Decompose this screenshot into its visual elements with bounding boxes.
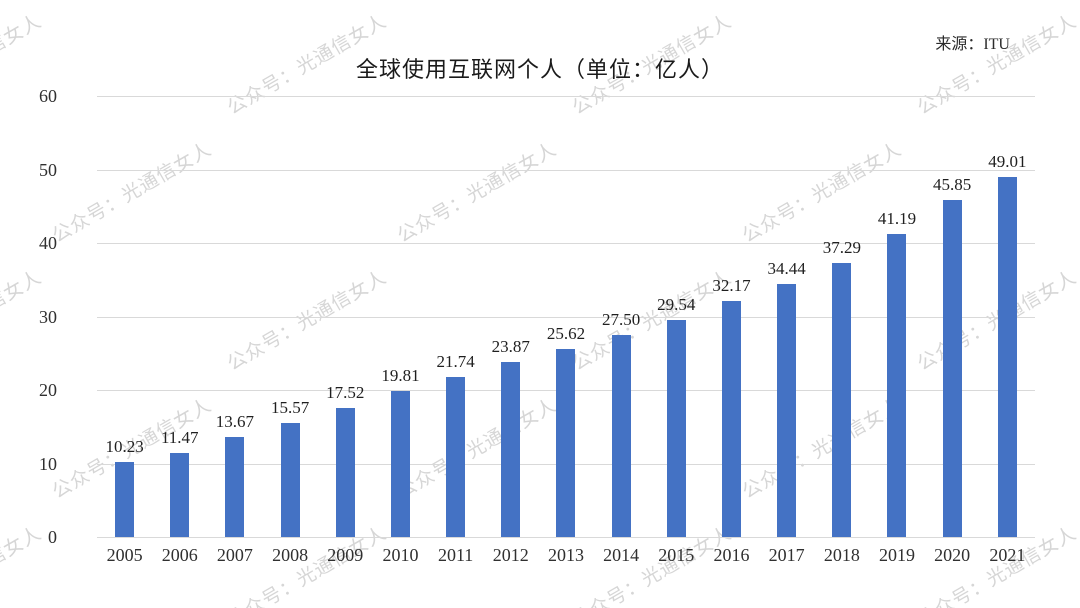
y-tick-label: 60 bbox=[39, 86, 57, 106]
x-tick-label: 2006 bbox=[161, 545, 198, 565]
gridline bbox=[97, 243, 1035, 244]
bar-value-label: 34.44 bbox=[767, 258, 806, 278]
bar-value-label: 17.52 bbox=[326, 383, 365, 403]
bar-value-label: 23.87 bbox=[491, 336, 530, 356]
bar-group: 32.17 bbox=[704, 96, 759, 537]
gridline bbox=[97, 316, 1035, 318]
bar bbox=[556, 348, 576, 537]
x-tick-label: 2020 bbox=[934, 545, 971, 565]
bar bbox=[501, 361, 521, 537]
source-label: 来源：ITU bbox=[935, 36, 1010, 53]
x-tick-label: 2016 bbox=[713, 545, 750, 565]
bar-group: 19.81 bbox=[373, 96, 428, 537]
bar-value-label: 37.29 bbox=[822, 237, 861, 257]
bar bbox=[335, 408, 355, 537]
x-tick-label: 2013 bbox=[547, 545, 584, 565]
gridline bbox=[97, 96, 1035, 97]
bar-value-label: 13.67 bbox=[215, 411, 255, 431]
y-tick-label: 0 bbox=[48, 527, 57, 547]
bar bbox=[997, 176, 1017, 537]
bar-group: 21.74 bbox=[428, 96, 483, 537]
bar-group: 34.44 bbox=[759, 96, 814, 537]
bar-group: 41.19 bbox=[869, 96, 924, 537]
x-tick-label: 2021 bbox=[989, 545, 1026, 565]
y-tick-label: 10 bbox=[39, 453, 57, 474]
gridline bbox=[97, 537, 1035, 538]
x-tick-label: 2007 bbox=[216, 545, 253, 565]
x-axis-labels: 2005 2006 2007 2008 2009 2010 2011 2012 2013 2014… bbox=[97, 545, 1035, 566]
bar-group: 11.47 bbox=[152, 96, 207, 537]
x-tick-label: 2014 bbox=[603, 545, 640, 565]
bars-container: 10.23 11.47 13.67 15.57 17.52 19.81 21.74 23.87… bbox=[97, 96, 1035, 537]
x-tick-label: 2019 bbox=[878, 545, 915, 565]
bar-group: 49.01 bbox=[980, 96, 1035, 537]
bar bbox=[777, 283, 797, 537]
bar-value-label: 29.54 bbox=[657, 294, 696, 314]
x-tick-label: 2015 bbox=[658, 545, 695, 565]
x-tick-label: 2005 bbox=[106, 545, 143, 565]
bar bbox=[115, 461, 135, 537]
bar-value-label: 10.23 bbox=[105, 436, 144, 456]
x-tick-label: 2018 bbox=[823, 545, 860, 565]
bar-group: 45.85 bbox=[925, 96, 980, 537]
x-tick-label: 2012 bbox=[492, 545, 529, 565]
bar-group: 13.67 bbox=[207, 96, 262, 537]
bar-group: 17.52 bbox=[318, 96, 373, 537]
bar bbox=[832, 262, 852, 537]
bar bbox=[887, 234, 907, 537]
bar-value-label: 25.62 bbox=[546, 323, 586, 343]
bar bbox=[611, 334, 631, 537]
bar-group: 27.50 bbox=[594, 96, 649, 537]
bar-value-label: 27.50 bbox=[602, 309, 641, 329]
bar-group: 23.87 bbox=[483, 96, 538, 537]
bar-value-label: 41.19 bbox=[877, 209, 917, 229]
bar-value-label: 45.85 bbox=[933, 175, 972, 194]
chart-title: 全球使用互联网个人（单位：亿人） bbox=[355, 57, 724, 82]
bar bbox=[390, 391, 410, 537]
x-tick-label: 2017 bbox=[768, 545, 805, 565]
bar-value-label: 32.17 bbox=[712, 275, 751, 295]
y-tick-label: 30 bbox=[39, 306, 57, 327]
bar-value-label: 49.01 bbox=[988, 151, 1027, 171]
y-tick-label: 40 bbox=[39, 233, 57, 253]
bar-value-label: 19.81 bbox=[381, 366, 420, 386]
bar-value-label: 15.57 bbox=[270, 397, 310, 417]
x-tick-label: 2010 bbox=[382, 545, 419, 565]
x-tick-label: 2009 bbox=[327, 545, 364, 565]
bar bbox=[942, 200, 962, 537]
bar bbox=[666, 319, 686, 537]
bar-group: 29.54 bbox=[649, 96, 704, 537]
bar-group: 15.57 bbox=[263, 96, 318, 537]
bar bbox=[170, 452, 190, 537]
bar-group: 25.62 bbox=[538, 96, 593, 537]
bar-group: 10.23 bbox=[97, 96, 152, 537]
bar-group: 37.29 bbox=[814, 96, 869, 537]
bar bbox=[721, 300, 741, 537]
bar bbox=[446, 377, 466, 537]
gridline bbox=[97, 169, 1035, 171]
y-tick-label: 50 bbox=[39, 159, 57, 180]
y-tick-label: 20 bbox=[39, 380, 57, 400]
bar bbox=[280, 422, 300, 537]
bar-value-label: 11.47 bbox=[160, 427, 199, 447]
x-tick-label: 2008 bbox=[272, 545, 309, 565]
bar bbox=[225, 436, 245, 537]
x-tick-label: 2011 bbox=[437, 545, 474, 565]
bar-value-label: 21.74 bbox=[436, 352, 475, 372]
